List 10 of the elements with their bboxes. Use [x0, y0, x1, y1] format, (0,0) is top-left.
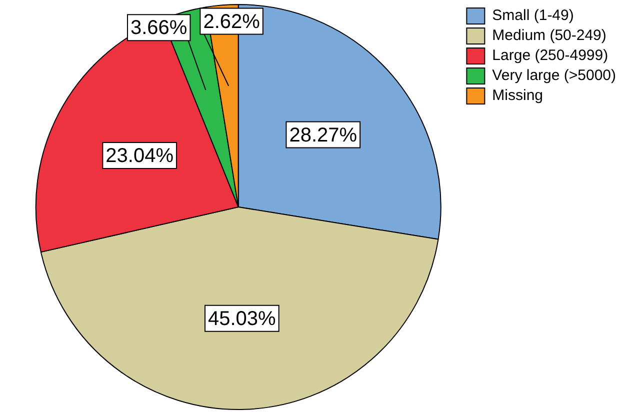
legend-label: Large (250-4999) — [492, 47, 608, 64]
data-label: 28.27% — [289, 124, 358, 146]
legend-label: Missing — [492, 87, 544, 104]
legend-label: Medium (50-249) — [492, 27, 606, 44]
data-label: 3.66% — [130, 17, 188, 40]
data-label: 45.03% — [208, 308, 276, 330]
legend-label: Very large (>5000) — [492, 67, 616, 84]
data-label: 23.04% — [106, 144, 174, 167]
legend-label: Small (1-49) — [492, 7, 574, 24]
data-label: 2.62% — [203, 10, 260, 33]
